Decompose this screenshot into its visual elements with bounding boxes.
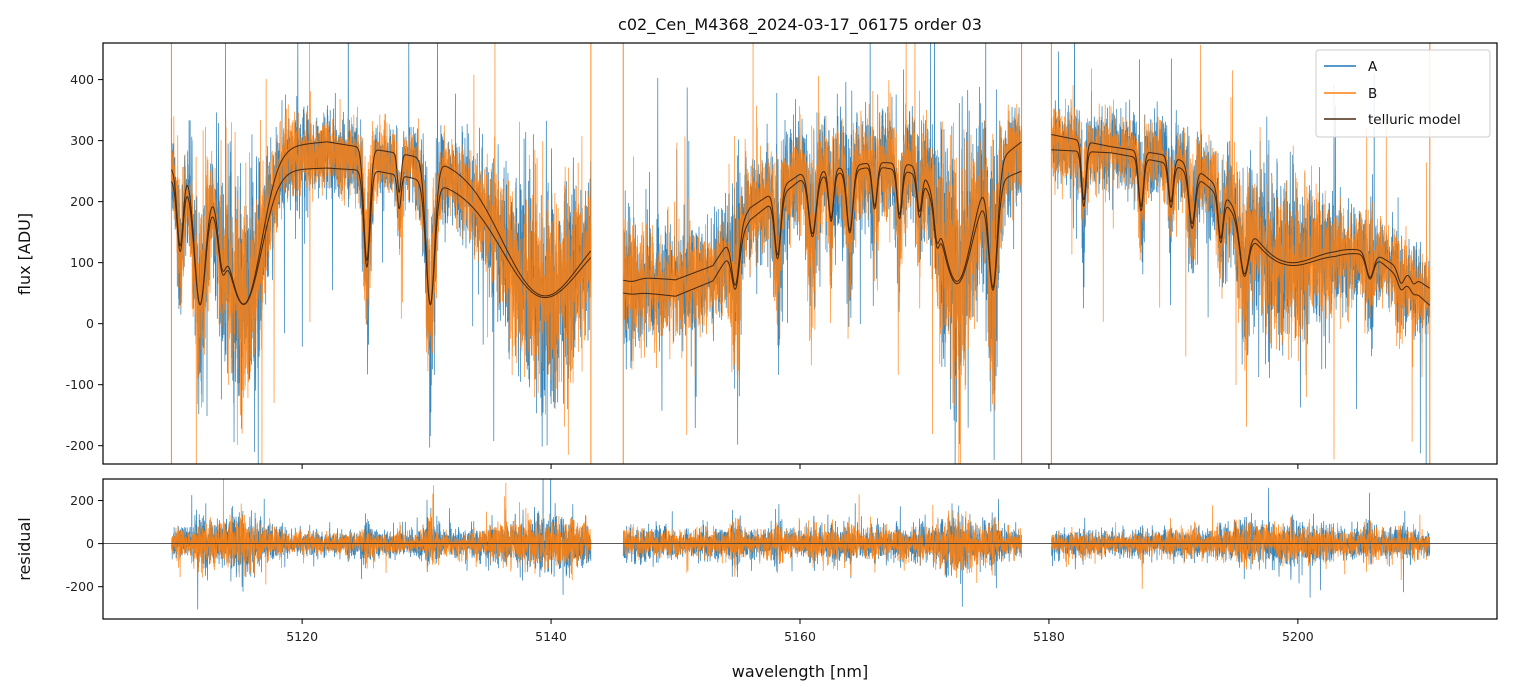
residual-y-axis-label: residual [15,517,34,580]
legend-label-b: B [1368,86,1377,102]
residual-x-tick-label: 5180 [1033,629,1065,644]
residual-x-ticks: 5120 5140 5160 5180 5200 [286,619,1314,644]
residual-plot-area [103,479,1497,610]
telluric-model-lower [623,167,1022,297]
residual-b-segment [1051,505,1431,589]
residual-y-tick-label: -200 [66,579,94,594]
residual-x-tick-label: 5140 [535,629,567,644]
telluric-model-lower [1051,149,1431,306]
telluric-model-upper [623,141,1022,288]
telluric-model-lower [171,167,592,306]
residual-y-tick-label: 0 [86,536,94,551]
legend-label-a: A [1368,59,1378,75]
residual-b-segment [171,479,592,585]
residual-y-tick-label: 200 [70,493,94,508]
flux-y-tick-label: 400 [70,72,94,87]
residual-b-segment [622,494,1022,583]
flux-y-tick-label: -200 [66,438,94,453]
flux-y-tick-label: 0 [86,316,94,331]
residual-x-tick-label: 5200 [1282,629,1314,644]
flux-y-tick-label: 200 [70,194,94,209]
flux-y-tick-label: 300 [70,133,94,148]
legend-box [1315,49,1491,138]
flux-y-tick-label: -100 [66,377,94,392]
spectrum-b-segment [622,43,1022,464]
residual-x-tick-label: 5120 [286,629,318,644]
residual-panel: -200 0 200 5120 5140 5160 5180 5200 residual w… [15,478,1498,681]
x-axis-label: wavelength [nm] [732,662,869,681]
flux-x-ticks [301,464,1299,469]
flux-panel: -200 -100 0 100 200 300 400 flux [ADU] A B tel… [15,42,1498,469]
flux-y-tick-label: 100 [70,255,94,270]
spectrum-b-segment [171,43,592,464]
flux-y-ticks: -200 -100 0 100 200 300 400 [66,72,103,453]
residual-x-tick-label: 5160 [784,629,816,644]
flux-y-axis-label: flux [ADU] [15,213,34,295]
legend-label-telluric: telluric model [1368,112,1461,128]
legend: A B telluric model [1315,49,1491,138]
residual-y-ticks: -200 0 200 [66,493,103,594]
chart-title: c02_Cen_M4368_2024-03-17_06175 order 03 [618,15,982,35]
